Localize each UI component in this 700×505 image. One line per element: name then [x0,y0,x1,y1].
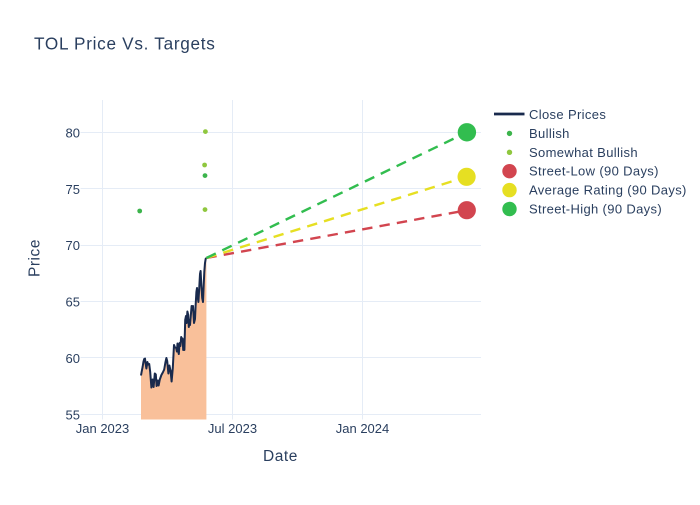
svg-text:Jan 2024: Jan 2024 [336,421,390,436]
svg-text:TOL Price Vs. Targets: TOL Price Vs. Targets [34,34,216,54]
svg-text:Somewhat Bullish: Somewhat Bullish [529,145,638,160]
svg-text:75: 75 [66,182,80,197]
svg-text:Street-Low (90 Days): Street-Low (90 Days) [529,164,659,179]
svg-text:Average Rating (90 Days): Average Rating (90 Days) [529,183,687,198]
svg-text:80: 80 [66,125,80,140]
svg-text:Price: Price [27,239,44,277]
svg-text:Bullish: Bullish [529,126,570,141]
svg-text:Jan 2023: Jan 2023 [76,421,130,436]
svg-text:Jul 2023: Jul 2023 [208,421,257,436]
svg-text:70: 70 [66,238,80,253]
svg-text:55: 55 [66,407,80,422]
svg-text:Street-High (90 Days): Street-High (90 Days) [529,202,662,217]
svg-text:60: 60 [66,351,80,366]
svg-text:Date: Date [263,448,298,465]
svg-text:65: 65 [66,295,80,310]
svg-text:Close Prices: Close Prices [529,107,606,122]
